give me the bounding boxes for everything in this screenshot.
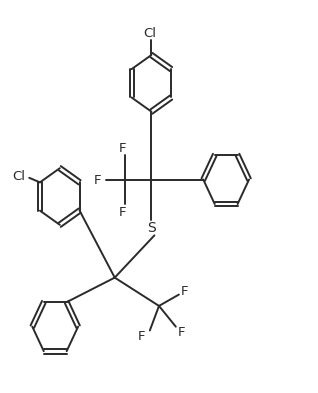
Text: F: F [119,142,126,155]
Text: F: F [119,206,126,219]
Text: F: F [180,285,188,298]
Text: F: F [138,330,146,343]
Text: F: F [177,326,185,339]
Text: Cl: Cl [144,27,157,40]
Text: F: F [94,174,101,187]
Text: Cl: Cl [12,171,25,184]
Text: S: S [147,221,156,235]
